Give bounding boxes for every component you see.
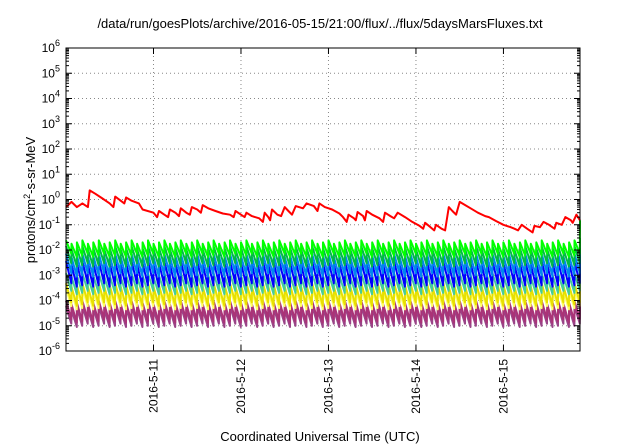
y-tick-label: 10-1 [39, 215, 60, 232]
y-tick-label: 10-2 [39, 240, 60, 257]
y-tick-label: 105 [42, 63, 60, 80]
y-tick-label: 106 [42, 38, 60, 55]
chart-title: /data/run/goesPlots/archive/2016-05-15/2… [97, 16, 543, 31]
y-tick-label: 103 [42, 114, 60, 131]
y-axis-label-rest: -s-sr-MeV [23, 136, 38, 193]
y-tick-label: 10-6 [39, 341, 60, 358]
x-tick-label: 2016-5-11 [146, 359, 160, 413]
y-axis-label-base: protons/cm [23, 199, 38, 263]
y-tick-label: 100 [42, 190, 60, 207]
x-tick-label: 2016-5-15 [496, 359, 510, 414]
x-axis-label: Coordinated Universal Time (UTC) [220, 429, 420, 444]
y-tick-label: 101 [42, 164, 60, 181]
y-ticks: 10-6 10-5 10-4 10-3 10-2 10-1 100 101 102 103 104 1… [39, 38, 580, 358]
x-tick-label: 2016-5-13 [321, 359, 335, 414]
x-tick-label: 2016-5-14 [409, 359, 423, 414]
x-ticks: 2016-5-11 2016-5-12 2016-5-13 2016-5-14 2016… [146, 48, 510, 414]
y-tick-label: 10-5 [39, 316, 60, 333]
y-axis-label-sup: 2 [22, 194, 32, 199]
y-axis-label: protons/cm2-s-sr-MeV [22, 136, 38, 263]
y-tick-label: 10-4 [39, 291, 60, 308]
series-line [65, 189, 581, 234]
series-line [65, 220, 581, 258]
series-layer [65, 189, 581, 328]
x-tick-label: 2016-5-12 [234, 359, 248, 414]
y-tick-label: 10-3 [39, 265, 60, 282]
y-tick-label: 104 [42, 89, 60, 106]
y-tick-label: 102 [42, 139, 60, 156]
